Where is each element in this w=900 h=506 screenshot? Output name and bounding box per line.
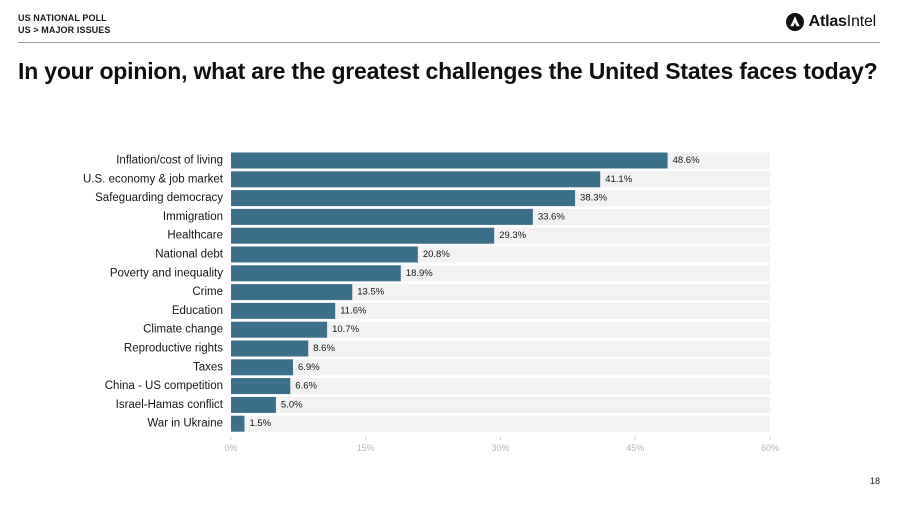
- bar: [231, 265, 401, 282]
- data-label: 33.6%: [538, 211, 565, 222]
- category-label: Inflation/cost of living: [116, 155, 223, 167]
- category-label: Education: [172, 305, 223, 317]
- bar: [231, 340, 309, 357]
- bar-track: [231, 284, 770, 301]
- bar: [231, 378, 291, 395]
- data-label: 29.3%: [499, 230, 526, 241]
- data-label: 41.1%: [605, 174, 632, 185]
- data-label: 18.9%: [406, 268, 433, 279]
- bar-track: [231, 396, 770, 413]
- category-label: China - US competition: [105, 380, 223, 392]
- breadcrumb: US > MAJOR ISSUES: [18, 25, 111, 35]
- header-divider: [18, 42, 880, 43]
- bar: [231, 227, 495, 244]
- x-tick-label: 0%: [224, 443, 237, 453]
- slide-title: In your opinion, what are the greatest c…: [18, 58, 878, 84]
- category-label: Healthcare: [167, 230, 223, 242]
- poll-name: US NATIONAL POLL: [18, 13, 107, 23]
- data-label: 13.5%: [357, 287, 384, 298]
- bar: [231, 321, 328, 338]
- bar: [231, 302, 336, 319]
- bar: [231, 284, 353, 301]
- category-label: Crime: [192, 286, 223, 298]
- x-tick-label: 60%: [761, 443, 779, 453]
- bar: [231, 152, 668, 169]
- bar: [231, 190, 576, 207]
- category-label: National debt: [155, 249, 224, 261]
- bar-track: [231, 378, 770, 395]
- data-label: 8.6%: [313, 343, 335, 354]
- data-label: 5.0%: [281, 399, 303, 410]
- bar-track: [231, 321, 770, 338]
- bar: [231, 246, 418, 263]
- data-label: 6.9%: [298, 362, 320, 373]
- data-label: 6.6%: [295, 381, 317, 392]
- bar-track: [231, 302, 770, 319]
- bar: [231, 359, 293, 376]
- bar: [231, 415, 245, 432]
- data-label: 10.7%: [332, 324, 359, 335]
- bar-track: [231, 415, 770, 432]
- category-label: Reproductive rights: [124, 343, 223, 355]
- data-label: 20.8%: [423, 249, 450, 260]
- category-label: Poverty and inequality: [110, 267, 223, 279]
- data-label: 38.3%: [580, 193, 607, 204]
- category-label: Climate change: [143, 324, 223, 336]
- brand-name: AtlasIntel: [808, 12, 877, 32]
- category-label: Safeguarding democracy: [95, 192, 223, 204]
- x-tick-label: 30%: [491, 443, 509, 453]
- bar: [231, 171, 601, 188]
- atlasintel-logo-icon: [785, 13, 804, 31]
- category-label: Taxes: [193, 361, 223, 373]
- x-tick-label: 45%: [626, 443, 644, 453]
- brand-name-bold: Atlas: [808, 13, 847, 30]
- bar: [231, 396, 276, 413]
- category-label: U.S. economy & job market: [83, 173, 224, 185]
- brand-logo: AtlasIntel: [785, 12, 876, 32]
- report-header: US NATIONAL POLL US > MAJOR ISSUES: [18, 12, 110, 36]
- page-number: 18: [869, 476, 880, 486]
- data-label: 11.6%: [340, 305, 367, 316]
- bar: [231, 208, 533, 225]
- data-label: 1.5%: [249, 418, 271, 429]
- category-label: Israel-Hamas conflict: [116, 399, 224, 411]
- data-label: 48.6%: [673, 155, 700, 166]
- category-label: Immigration: [163, 211, 223, 223]
- bar-track: [231, 359, 770, 376]
- x-tick-label: 15%: [357, 443, 375, 453]
- brand-name-light: Intel: [846, 13, 876, 30]
- category-label: War in Ukraine: [147, 418, 223, 430]
- bar-track: [231, 340, 770, 357]
